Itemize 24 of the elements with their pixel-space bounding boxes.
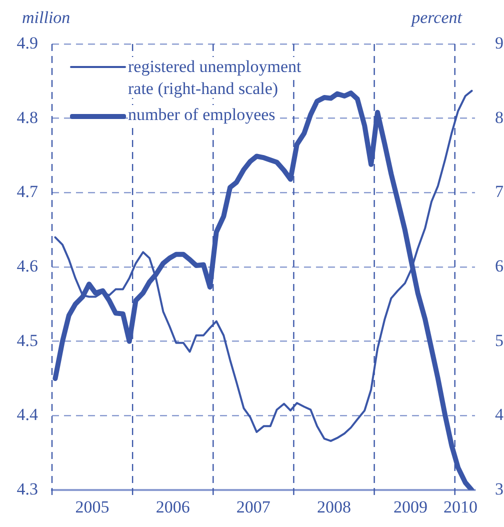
y2-tick-label: 4 — [495, 405, 504, 424]
y-tick-label: 4.5 — [16, 330, 38, 350]
x-tick-label: 2007 — [236, 498, 271, 517]
y2-tick-label: 5 — [495, 330, 504, 350]
y-tick-label: 4.4 — [16, 405, 38, 424]
x-tick-label: 2010 — [443, 498, 478, 517]
x-tick-label: 2006 — [156, 498, 190, 517]
y2-tick-label: 8 — [495, 108, 504, 127]
y2-tick-label: 7 — [495, 182, 504, 202]
y-tick-label: 4.6 — [16, 256, 38, 276]
y2-tick-label: 3 — [495, 479, 504, 498]
y2-tick-label: 6 — [495, 256, 504, 276]
y-tick-label: 4.7 — [16, 182, 38, 202]
x-tick-label: 2005 — [75, 498, 110, 517]
y2-axis-title: percent — [412, 8, 462, 28]
y-tick-label: 4.9 — [16, 33, 38, 52]
x-tick-label: 2008 — [317, 498, 351, 517]
legend-label: number of employees — [128, 105, 276, 124]
legend-label: registered unemployment rate (right-hand scale) — [128, 57, 302, 98]
y-tick-label: 4.8 — [16, 108, 38, 127]
y-tick-label: 4.3 — [16, 479, 38, 498]
y2-tick-label: 9 — [495, 33, 504, 52]
x-tick-label: 2009 — [394, 498, 428, 517]
y-axis-title: million — [22, 8, 70, 28]
